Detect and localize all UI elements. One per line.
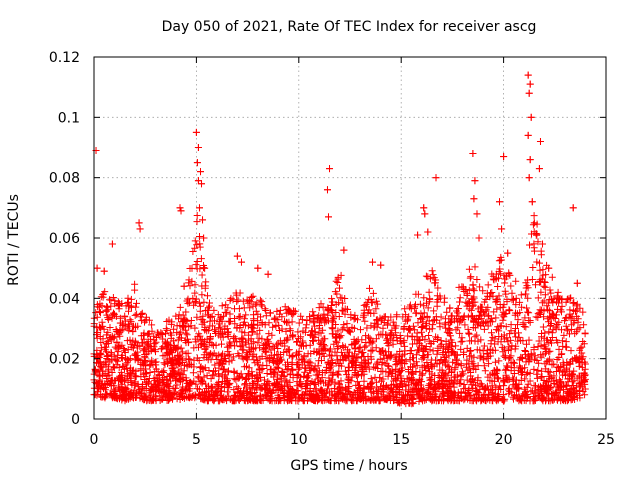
roti-outlier-point	[432, 174, 440, 182]
roti-outlier-point	[527, 113, 535, 121]
roti-outlier-point	[414, 231, 422, 239]
data-points	[90, 71, 589, 408]
roti-outlier-point	[196, 168, 204, 176]
roti-outlier-point	[201, 264, 209, 272]
y-tick-label: 0.08	[49, 171, 80, 187]
x-tick-label: 25	[597, 432, 615, 448]
roti-outlier-point	[524, 71, 532, 79]
roti-outlier-point	[93, 264, 101, 272]
roti-outlier-point	[200, 234, 208, 242]
y-tick-label: 0.04	[49, 291, 80, 307]
roti-outlier-point	[237, 258, 245, 266]
y-tick-label: 0	[71, 412, 80, 428]
x-axis-title: GPS time / hours	[290, 458, 407, 474]
roti-outlier-point	[194, 144, 202, 151]
roti-outlier-point	[424, 228, 432, 236]
roti-outlier-point	[536, 137, 544, 145]
roti-outlier-point	[539, 240, 547, 248]
roti-outlier-point	[254, 264, 262, 272]
roti-outlier-point	[100, 267, 108, 275]
roti-outlier-point	[525, 89, 533, 97]
y-tick-label: 0.06	[49, 231, 80, 247]
roti-outlier-point	[470, 195, 478, 203]
roti-outlier-point	[421, 210, 429, 218]
x-tick-label: 5	[192, 432, 201, 448]
y-tick-label: 0.02	[49, 352, 80, 368]
y-tick-labels: 0 0.02 0.04 0.06 0.08 0.1 0.12	[49, 50, 80, 428]
roti-outlier-point	[526, 156, 534, 164]
roti-outlier-point	[569, 204, 577, 212]
chart-title: Day 050 of 2021, Rate Of TEC Index for r…	[162, 19, 537, 35]
roti-outlier-point	[323, 186, 331, 194]
x-tick-label: 20	[495, 432, 513, 448]
x-tick-label: 0	[90, 432, 99, 448]
roti-outlier-point	[324, 213, 332, 221]
roti-outlier-point	[176, 204, 184, 212]
roti-outlier-point	[177, 207, 185, 215]
roti-outlier-point	[195, 204, 203, 212]
roti-outlier-point	[473, 210, 481, 218]
axis-ticks	[93, 56, 607, 420]
roti-outlier-point	[369, 258, 377, 266]
roti-outlier-point	[496, 198, 504, 206]
y-tick-label: 0.1	[58, 110, 80, 126]
roti-outlier-point	[264, 270, 272, 278]
roti-outlier-point	[475, 234, 483, 242]
roti-outlier-point	[545, 264, 553, 272]
roti-outlier-point	[500, 153, 508, 161]
roti-outlier-point	[498, 225, 506, 233]
roti-outlier-point	[535, 165, 543, 173]
x-tick-labels: 0 5 10 15 20 25	[90, 432, 615, 448]
roti-outlier-point	[194, 177, 202, 185]
roti-outlier-point	[525, 174, 533, 182]
x-tick-label: 10	[290, 432, 308, 448]
roti-outlier-point	[528, 198, 536, 206]
roti-outlier-point	[504, 249, 512, 257]
roti-outlier-point	[135, 219, 143, 227]
roti-outlier-point	[192, 128, 200, 136]
roti-outlier-point	[573, 279, 581, 287]
roti-outlier-point	[108, 240, 116, 248]
roti-plus-markers	[90, 71, 589, 408]
roti-outlier-point	[326, 165, 334, 173]
roti-outlier-point	[530, 219, 538, 227]
roti-outlier-point	[198, 180, 206, 188]
roti-outlier-point	[526, 80, 534, 88]
roti-outlier-point	[193, 159, 201, 167]
roti-outlier-point	[340, 246, 348, 254]
roti-outlier-point	[471, 177, 479, 185]
roti-outlier-point	[199, 216, 207, 224]
roti-outlier-point	[420, 204, 428, 212]
roti-outlier-point	[233, 252, 241, 260]
roti-outlier-point	[469, 150, 477, 158]
roti-outlier-point	[180, 282, 188, 290]
y-tick-label: 0.12	[49, 50, 80, 66]
roti-outlier-point	[136, 225, 144, 233]
y-axis-title: ROTI / TECUs	[6, 194, 22, 286]
roti-outlier-point	[524, 131, 532, 139]
x-tick-label: 15	[392, 432, 410, 448]
roti-outlier-point	[377, 261, 385, 269]
